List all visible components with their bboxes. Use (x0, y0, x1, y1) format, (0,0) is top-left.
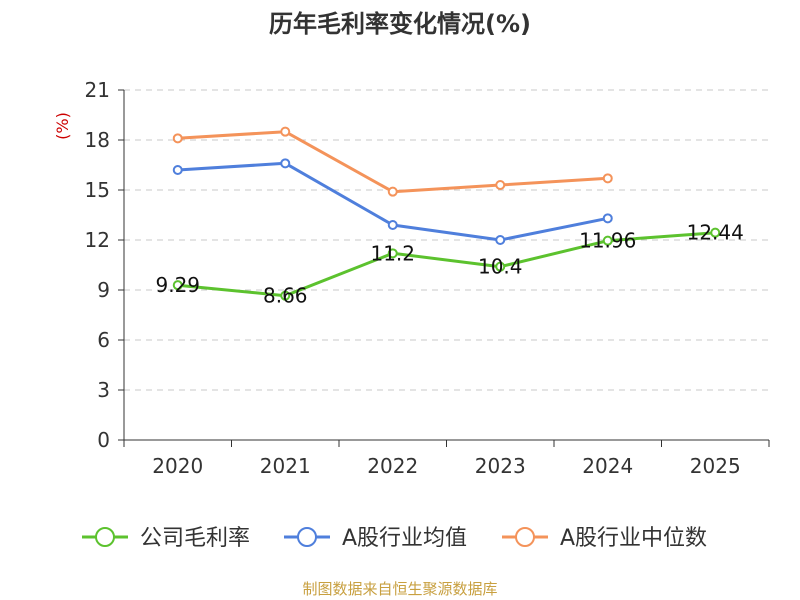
y-tick-label: 15 (85, 178, 110, 202)
source-note: 制图数据来自恒生聚源数据库 (302, 580, 497, 598)
data-label: 12.44 (687, 221, 744, 245)
y-tick-label: 0 (97, 428, 110, 452)
y-tick-label: 3 (97, 378, 110, 402)
data-label-layer: 9.29 8.66 11.2 10.4 11.96 12.44 (155, 221, 743, 308)
chart-title: 历年毛利率变化情况(%) (269, 10, 531, 38)
series-line-2 (177, 130, 608, 194)
grid-layer (124, 89, 769, 391)
series-1-point[interactable] (280, 158, 291, 169)
x-tick-label: 2024 (582, 454, 633, 478)
series-1-point[interactable] (495, 235, 506, 245)
series-2-point[interactable] (280, 126, 291, 137)
y-tick-label: 9 (97, 278, 110, 302)
data-label: 11.2 (370, 241, 415, 265)
data-label: 8.66 (263, 284, 308, 308)
legend-label: A股行业均值 (342, 526, 467, 551)
x-tick-label: 2020 (152, 454, 203, 478)
x-tick-label: 2021 (260, 454, 311, 478)
legend-item-2[interactable]: A股行业中位数 (502, 526, 707, 551)
legend-item-1[interactable]: A股行业均值 (284, 526, 467, 551)
axis-layer: 0 3 6 9 12 15 18 21 2020 2021 2022 2023 2024 2025 (85, 78, 770, 478)
data-label: 11.96 (579, 229, 636, 253)
legend-item-0[interactable]: 公司毛利率 (82, 526, 250, 551)
legend-label: A股行业中位数 (560, 526, 707, 551)
legend-swatch-marker (297, 527, 317, 547)
legend-swatch-marker (95, 527, 115, 547)
series-0-point[interactable] (387, 248, 398, 259)
series-1-point[interactable] (387, 220, 398, 230)
series-1-point[interactable] (172, 165, 183, 175)
series-2-point[interactable] (495, 180, 506, 190)
series-2-point[interactable] (602, 173, 613, 184)
y-tick-label: 18 (85, 128, 110, 152)
series-0-point[interactable] (495, 261, 506, 272)
series-0-point[interactable] (602, 235, 613, 246)
series-0-point[interactable] (710, 227, 721, 238)
series-layer (172, 126, 721, 301)
series-2-point[interactable] (172, 133, 183, 144)
y-tick-label: 6 (97, 328, 110, 352)
series-0-point[interactable] (280, 290, 291, 301)
series-line-0 (177, 231, 716, 298)
series-0-point[interactable] (172, 280, 183, 291)
legend: 公司毛利率 A股行业均值 A股行业中位数 (82, 526, 707, 551)
y-unit-label: (%) (53, 112, 72, 140)
series-1-point[interactable] (602, 213, 613, 224)
y-tick-label: 12 (85, 228, 110, 252)
data-label: 10.4 (478, 255, 523, 279)
y-tick-label: 21 (85, 78, 110, 102)
legend-label: 公司毛利率 (140, 526, 250, 551)
series-2-point[interactable] (387, 186, 398, 197)
data-label: 9.29 (155, 273, 200, 297)
x-tick-label: 2022 (367, 454, 418, 478)
x-tick-label: 2025 (690, 454, 741, 478)
x-tick-label: 2023 (475, 454, 526, 478)
legend-swatch-marker (515, 527, 535, 547)
